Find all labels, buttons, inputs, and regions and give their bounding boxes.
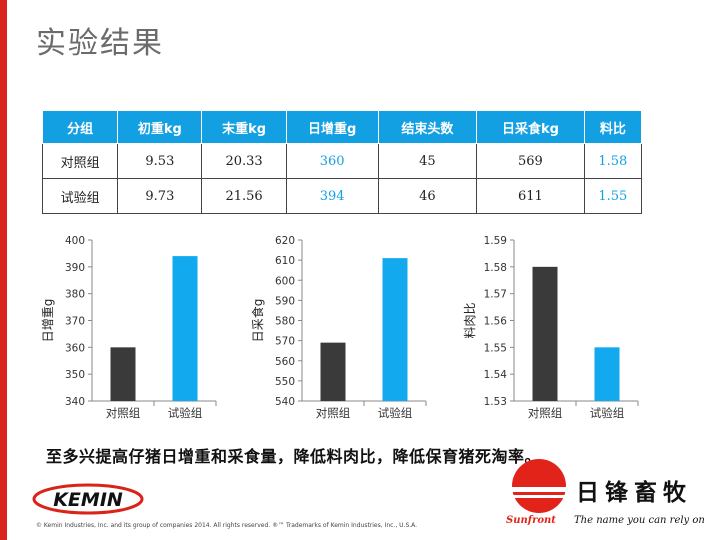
table-cell: 20.33 [201,143,287,179]
y-tick-label: 340 [65,396,85,408]
brand-name-en: Sunfront [506,515,556,526]
y-tick-label: 1.59 [484,235,507,247]
results-table: 分组 初重kg 末重kg 日增重g 结束头数 日采食kg 料比 对照组 9.53… [41,110,643,214]
table-row: 试验组 9.73 21.56 394 46 611 1.55 [41,178,643,214]
y-tick-label: 1.55 [484,342,507,354]
y-tick-label: 1.54 [484,369,508,381]
table-cell: 394 [285,178,379,214]
brand-slogan: The name you can rely on [574,515,705,526]
sun-stripe [512,495,566,498]
y-tick-label: 360 [65,342,85,354]
bar [320,342,346,401]
y-tick-label: 580 [275,316,295,328]
y-axis-label: 日增重g [41,299,55,343]
chart-daily-gain: 340 350 360 370 380 390 400 日增重g 对照组 试验组 [40,232,230,430]
sunfront-logo: 日锋畜牧 Sunfront The name you can rely on [506,459,716,537]
header-feed-ratio: 料比 [583,110,643,144]
brand-name-cn: 日锋畜牧 [576,479,692,506]
kemin-logo-text: KEMIN [53,489,123,511]
x-tick-label: 对照组 [316,406,351,420]
bar [172,256,198,401]
y-tick-label: 570 [275,336,295,348]
header-group: 分组 [41,110,119,144]
sun-stripe [512,487,566,492]
y-tick-label: 400 [65,235,85,247]
left-accent-bar [0,0,7,540]
chart-daily-feed-svg: 540 550 560 570 580 590 600 610 620 日采食g 对照组 试验组 [250,235,427,420]
table-cell: 1.55 [583,178,643,214]
header-initial-weight: 初重kg [117,110,203,144]
table-cell: 9.53 [117,143,203,179]
sun-icon [512,459,566,513]
y-tick-label: 550 [275,376,295,388]
table-cell: 611 [476,178,585,214]
x-tick-label: 试验组 [378,406,413,420]
table-cell: 9.73 [117,178,203,214]
table-cell: 对照组 [41,143,119,179]
slide-title: 实验结果 [36,26,164,61]
y-tick-label: 1.58 [484,262,507,274]
table-cell: 46 [377,178,478,214]
chart-daily-gain-svg: 340 350 360 370 380 390 400 日增重g 对照组 试验组 [41,235,217,420]
chart-feed-ratio: 1.53 1.54 1.55 1.56 1.57 1.58 1.59 料肉比对照组 试验组 [462,232,652,430]
table-cell: 试验组 [41,178,119,214]
y-tick-label: 610 [275,255,295,267]
y-tick-label: 560 [275,356,295,368]
y-tick-label: 380 [65,289,85,301]
table-cell: 1.58 [583,143,643,179]
kemin-logo-icon: KEMIN [32,483,144,515]
y-axis-label: 料肉比 [463,302,477,338]
x-tick-label: 对照组 [528,406,563,420]
y-axis-label: 日采食g [250,299,265,343]
copyright-text: © Kemin Industries, Inc. and its group o… [36,522,418,529]
y-tick-label: 620 [275,235,295,247]
table-cell: 45 [377,143,478,179]
y-tick-label: 1.53 [484,396,507,408]
y-tick-label: 370 [65,316,85,328]
header-end-count: 结束头数 [377,110,478,144]
conclusion-text: 至多兴提高仔猪日增重和采食量，降低料肉比，降低保育猪死淘率。 [46,447,542,466]
y-tick-label: 390 [65,262,85,274]
bar [110,347,136,401]
bar [594,347,620,401]
table-cell: 21.56 [201,178,287,214]
y-tick-label: 1.56 [484,316,508,328]
table-row: 对照组 9.53 20.33 360 45 569 1.58 [41,143,643,179]
bar [532,266,558,401]
x-tick-label: 试验组 [590,406,625,420]
y-tick-label: 350 [65,369,85,381]
table-header-row: 分组 初重kg 末重kg 日增重g 结束头数 日采食kg 料比 [41,110,643,144]
kemin-logo: KEMIN [32,483,144,519]
header-final-weight: 末重kg [201,110,287,144]
chart-daily-feed: 540 550 560 570 580 590 600 610 620 日采食g 对照组 试验组 [250,232,440,430]
y-tick-label: 600 [275,275,295,287]
x-tick-label: 试验组 [168,406,203,420]
header-daily-feed: 日采食kg [476,110,585,144]
header-daily-gain: 日增重g [285,110,379,144]
y-tick-label: 590 [275,295,295,307]
x-tick-label: 对照组 [106,406,141,420]
y-tick-label: 540 [275,396,295,408]
y-tick-label: 1.57 [484,289,507,301]
table-cell: 569 [476,143,585,179]
table-cell: 360 [285,143,379,179]
bar [382,258,408,401]
